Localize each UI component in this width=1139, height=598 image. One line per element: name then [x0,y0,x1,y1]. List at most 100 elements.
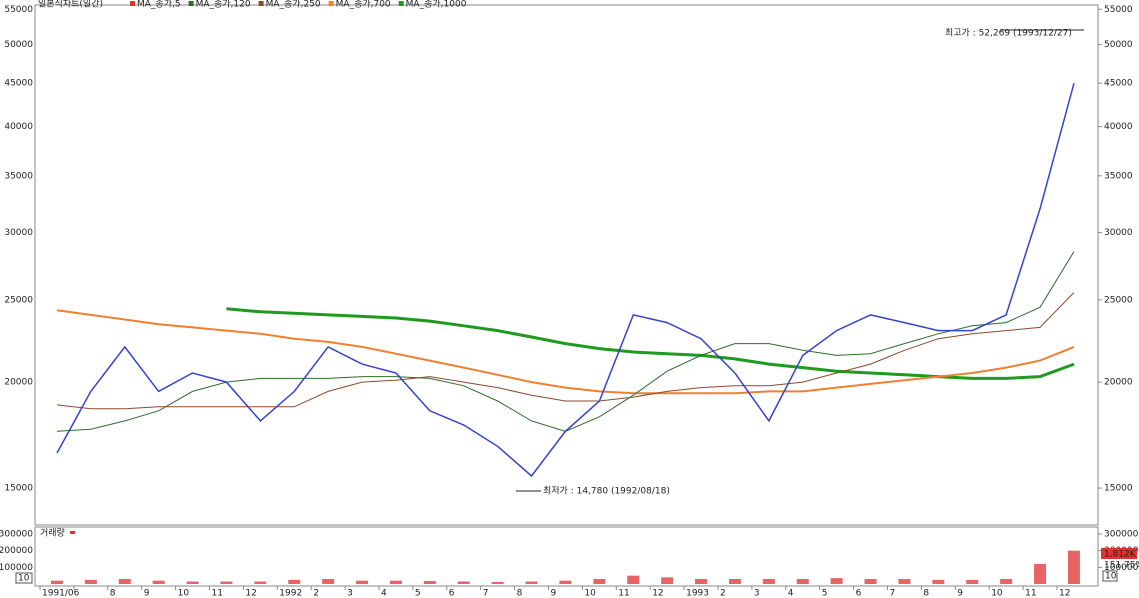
series-line [56,309,1075,395]
series-line [56,292,1075,410]
x-tick-label: 11 [212,589,223,598]
y-tick-label: 30000 [1104,228,1133,238]
legend-swatch [258,1,264,6]
legend-label: MA_종가,5 [137,0,181,10]
legend-label: MA_종가,250 [266,0,321,10]
y-tick-label: 25000 [1104,295,1133,305]
x-tick-label: 7 [483,589,489,598]
period-box [1102,570,1118,582]
y-tick-label: 50000 [1104,40,1133,50]
price-panel [34,4,1099,526]
badge: 1,812K [1104,550,1137,560]
volume-bar [559,580,572,584]
volume-bar [898,579,911,584]
volume-bar [1000,579,1013,584]
volume-bar [728,579,741,584]
volume-tick-label-left: 100000 [0,563,33,573]
x-tick-label: 2 [720,589,726,598]
period: 10 [1105,572,1117,582]
volume-bar [1067,550,1080,584]
volume-tick-label-left: 300000 [0,530,33,540]
volume-bar [1034,564,1047,584]
y-tick-label-left: 20000 [4,378,33,388]
badge-box [1101,548,1137,559]
x-tick-label: 12 [245,589,256,598]
x-tick-label: 2 [313,589,319,598]
x-tick-label: 5 [415,589,421,598]
y-tick-label-left: 25000 [4,295,33,305]
volume-bar [152,580,165,584]
x-tick-label: 9 [957,589,963,598]
x-tick-label: 10 [991,589,1003,598]
period-box [15,572,33,584]
chart-title: 일본식차트(일간) [38,0,103,10]
y-tick-label: 15000 [1104,484,1133,494]
x-tick-label: 9 [551,589,557,598]
x-tick-label: 9 [144,589,150,598]
volume-bar [254,581,267,584]
y-tick-label: 20000 [1104,378,1133,388]
badge: 151.75% [1104,561,1139,571]
annotation-high: 최고가 : 52,269 (1993/12/27) [945,28,1072,39]
volume-bar [864,579,877,584]
x-tick-label: 11 [1025,589,1036,598]
legend-swatch [328,1,334,6]
x-tick-label: 8 [923,589,929,598]
x-tick-label: 1993 [686,589,709,598]
volume-bar [593,579,606,584]
legend-label: MA_종가,1000 [406,0,467,10]
volume-bar [830,578,843,584]
y-tick-label-left: 50000 [4,40,33,50]
y-tick-label: 45000 [1104,79,1133,89]
volume-bar [796,579,809,584]
volume-label: 거래량 [40,527,65,539]
x-tick-label: 4 [381,589,387,598]
volume-bar [966,579,979,584]
period: 10 [18,574,30,584]
y-tick-label-left: 45000 [4,79,33,89]
x-tick-label: 1991/06 [42,589,80,598]
y-tick-label: 55000 [1104,5,1133,15]
volume-tick-label: 300000 [1104,530,1139,540]
volume-bar [118,579,131,584]
x-tick-label: 8 [110,589,116,598]
volume-bar [627,575,640,584]
volume-bar [322,579,335,584]
annotation-low: 최저가 : 14,780 (1992/08/18) [543,486,670,497]
x-tick-label: 12 [652,589,663,598]
x-tick-label: 6 [449,589,455,598]
legend-label: MA_종가,700 [336,0,391,10]
x-tick-label: 11 [618,589,629,598]
x-tick-label: 5 [822,589,828,598]
volume-bar [932,579,945,584]
y-tick-label: 35000 [1104,171,1133,181]
legend-swatch [188,1,194,6]
legend-swatch [398,1,404,6]
volume-bar [220,581,233,584]
volume-legend-swatch [70,531,75,534]
y-tick-label-left: 40000 [4,122,33,132]
x-tick-label: 3 [754,589,760,598]
volume-bar [525,581,538,584]
volume-bar [84,579,97,584]
volume-bar [762,579,775,584]
x-tick-label: 7 [890,589,896,598]
legend-label: MA_종가,120 [196,0,251,10]
volume-tick-label: 100000 [1104,563,1139,573]
volume-bar [491,582,504,584]
legend-swatch [130,1,135,6]
volume-bar [423,581,436,584]
series-line [56,83,1075,478]
x-tick-label: 1992 [279,589,302,598]
y-tick-label-left: 30000 [4,228,33,238]
volume-bar [661,577,674,584]
volume-bar [186,581,199,584]
x-tick-label: 10 [584,589,596,598]
volume-bar [288,579,301,584]
y-tick-label-left: 15000 [4,484,33,494]
y-tick-label: 40000 [1104,122,1133,132]
volume-tick-label-left: 200000 [0,546,33,556]
volume-bar [356,580,369,584]
